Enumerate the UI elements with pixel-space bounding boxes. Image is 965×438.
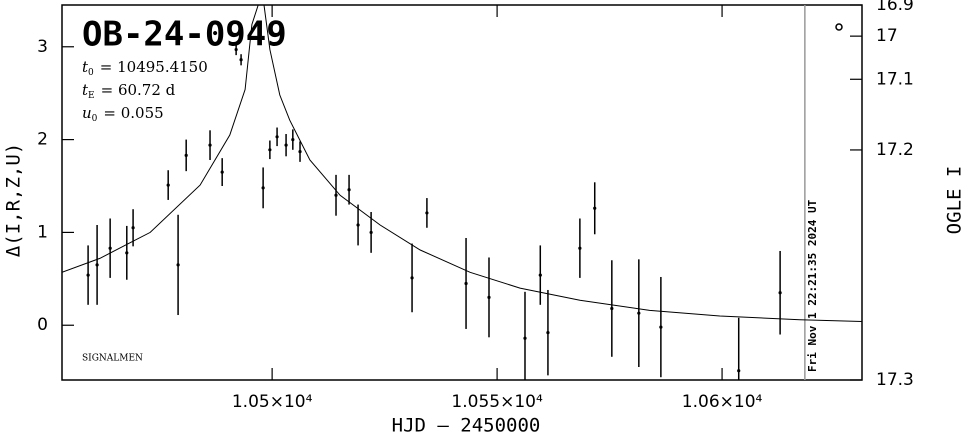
data-point [234,47,238,52]
data-point [220,170,224,174]
y2-tick-label: 17.3 [876,370,914,390]
data-point [538,273,542,277]
data-point [464,281,468,286]
data-point [334,193,338,197]
data-point [298,150,302,154]
data-point [166,183,170,187]
data-point [410,276,414,280]
data-point [86,273,90,277]
data-point [125,251,129,255]
parameter-subscript: 0 [88,68,94,78]
y2-tick-label: 16.9 [876,0,914,15]
x-tick-label: 1.05×10⁴ [232,392,313,412]
data-point [108,246,112,250]
data-point [284,143,288,147]
y2-tick-label: 17 [876,26,898,46]
data-point [659,325,663,329]
y-tick-label: 2 [37,130,48,150]
y2-tick-label: 17.2 [876,140,914,160]
parameter: t0 = 10495.4150 [82,58,208,78]
chart-title: OB-24-0949 [82,15,287,55]
parameter-subscript: 0 [92,114,98,124]
data-point [737,369,741,373]
data-point [239,58,243,62]
data-point [593,206,597,210]
x-tick-label: 1.055×10⁴ [451,392,543,412]
data-point [95,263,99,267]
parameter-value: = 10495.4150 [100,58,208,76]
parameter-subscript: E [88,91,95,101]
data-point [291,137,295,142]
data-point [347,188,351,192]
data-point [578,246,582,250]
plot-frame [61,4,863,381]
y-tick-label: 1 [37,222,48,242]
data-point [184,153,188,157]
data-point [637,311,641,315]
data-point [546,331,550,335]
data-point [369,230,373,235]
parameter: u0 = 0.055 [82,104,164,124]
plot-area [62,5,862,380]
footnote: SIGNALMEN [82,354,143,364]
y-tick-label: 3 [37,37,48,57]
data-point [425,211,429,215]
data-point [131,226,135,230]
parameter-symbol: t [82,81,89,99]
data-point [523,336,527,340]
y2-axis-label: OGLE I [944,166,965,235]
data-point [610,306,614,311]
data-point [356,223,360,227]
y-axis-label: Δ(I,R,Z,U) [3,143,25,257]
data-point [261,186,265,190]
data-point [208,143,212,147]
y-tick-label: 0 [37,315,48,335]
data-point [176,263,180,267]
data-point [487,295,491,299]
x-axis-label: HJD – 2450000 [392,415,541,437]
parameter-value: = 60.72 d [101,81,176,99]
parameter: tE = 60.72 d [82,81,176,101]
x-tick-label: 1.06×10⁴ [682,392,763,412]
y2-tick-label: 17.1 [876,69,914,89]
data-point [268,148,272,152]
parameter-value: = 0.055 [103,104,163,122]
data-point [778,291,782,295]
marker-icon [835,23,843,31]
data-point [275,135,279,139]
model-curve [62,5,862,322]
timestamp: Fri Nov 1 22:21:35 2024 UT [806,199,819,372]
parameter-symbol: t [82,58,89,76]
parameter-symbol: u [82,104,92,122]
